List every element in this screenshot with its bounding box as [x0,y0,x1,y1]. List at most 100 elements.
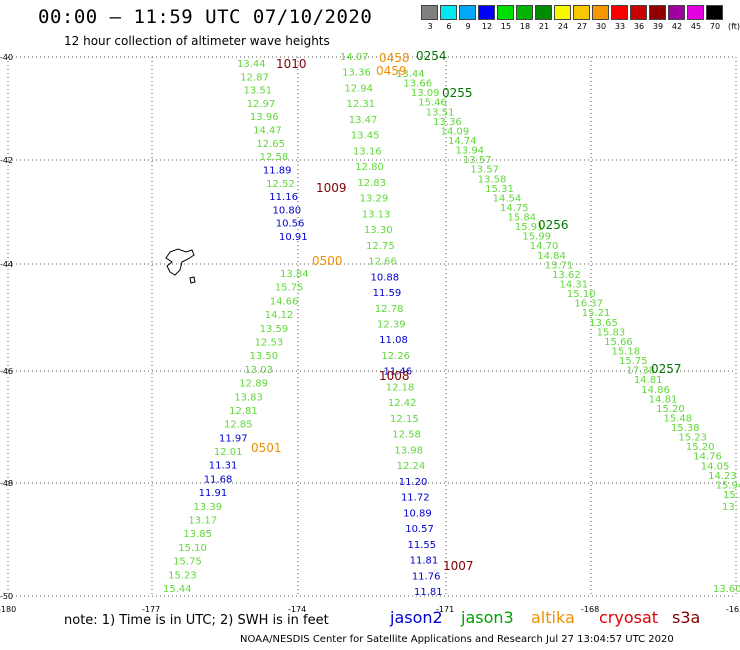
time-marker: 1010 [276,57,307,71]
altika-point: 12.58 [392,430,421,441]
time-marker: 0500 [312,254,343,268]
note-text: note: 1) Time is in UTC; 2) SWH is in fe… [64,613,329,628]
altika-point: 13.98 [394,445,423,456]
jason3-point: 15.21 [582,308,611,319]
altika-point: 11.20 [399,477,428,488]
scale-swatch [649,5,666,20]
cryosat-point: 13.96 [250,112,279,123]
lon-label: -180 [0,605,16,614]
jason3-point: 13.65 [589,318,618,329]
jason3-point: 14.86 [641,385,670,396]
time-marker: 0255 [442,86,473,100]
jason3-point: 15.91 [515,222,544,233]
altika-point: 13.30 [364,225,393,236]
jason3-point: 15.44 [163,584,192,595]
jason3-point: 14.74 [448,136,477,147]
altika-point: 12.31 [347,99,376,110]
jason3-point: 15.99 [522,232,551,243]
jason3-point: 12.01 [214,447,243,458]
lat-label: -40 [0,53,13,62]
scale-swatch [516,5,533,20]
altika-point: 11.72 [401,493,430,504]
jason3-point: 15.23 [168,570,197,581]
cryosat-point: 11.16 [269,192,298,203]
jason3-point: 13.03 [244,365,273,376]
time-marker: 0501 [251,441,282,455]
jason3-point: 15.66 [604,337,633,348]
altika-point: 10.57 [405,524,434,535]
altika-point: 13.16 [353,146,382,157]
scale-label: 70 [709,22,721,31]
altika-point: 12.42 [388,398,417,409]
altika-point: 12.24 [397,461,426,472]
legend-altika: altika [531,608,575,627]
jason3-point: 14.81 [634,375,663,386]
jason3-point: 13.17 [188,516,217,527]
jason3-point: 15.37 [723,490,740,501]
altika-point: 14.07 [340,52,369,63]
cryosat-point: 12.58 [260,152,289,163]
altika-point: 11.76 [412,571,441,582]
jason3-point: 14.75 [500,203,529,214]
cryosat-point: 10.56 [276,219,305,230]
page-title: 00:00 – 11:59 UTC 07/10/2020 [38,6,373,28]
scale-swatch [592,5,609,20]
jason3-point: 13.51 [426,107,455,118]
altika-point: 11.08 [379,335,408,346]
jason3-point: 15.46 [418,98,447,109]
scale-label: 45 [690,22,702,31]
legend-jason2: jason2 [390,608,443,627]
jason3-point: 15.48 [664,413,693,424]
jason3-point: 14.23 [708,471,737,482]
scale-swatch [459,5,476,20]
jason3-point: 13.50 [249,351,278,362]
altika-point: 11.59 [373,288,402,299]
jason3-point: 15.23 [678,433,707,444]
altika-point: 12.83 [357,178,386,189]
cryosat-point: 12.97 [247,99,276,110]
jason3-point: 11.91 [199,488,228,499]
altika-point: 12.78 [375,304,404,315]
lat-lon-grid: -40 -42 -44 -46 -48 -50 -180 -177 -174 -171 -168 -1… [0,53,740,614]
altika-point: 13.29 [360,194,389,205]
altika-point: 13.13 [362,209,391,220]
jason3-point: 13.85 [183,529,212,540]
lat-label: -42 [0,156,13,165]
altika-point: 12.75 [366,241,395,252]
scale-unit: (ft) [727,22,740,31]
scale-swatch [497,5,514,20]
lon-label: -177 [142,605,160,614]
legend-cryosat: cryosat [599,608,659,627]
jason3-point: 13.09 [411,88,440,99]
jason3-point: 13.59 [260,324,289,335]
scale-label: 42 [671,22,683,31]
scale-swatch [421,5,438,20]
altika-point: 12.94 [344,83,373,94]
scale-label: 24 [557,22,569,31]
jason3-point: 14.05 [701,461,730,472]
jason3-point: 15.75 [275,283,304,294]
jason3-point: 12.89 [239,379,268,390]
cryosat-point: 12.52 [266,179,295,190]
altika-point: 10.89 [403,508,432,519]
scale-swatch [668,5,685,20]
scale-label: 12 [481,22,493,31]
altika-point: 11.81 [414,587,443,598]
scale-swatch [478,5,495,20]
jason3-point: 13.84 [280,269,309,280]
time-marker: 1007 [443,559,474,573]
scale-label: 3 [427,22,433,31]
cryosat-point: 13.51 [243,86,272,97]
scale-swatch [630,5,647,20]
scale-label: 15 [500,22,512,31]
altika-point: 11.46 [384,367,413,378]
scale-label: 9 [465,22,471,31]
scale-swatch [706,5,723,20]
altika-point: 12.26 [381,351,410,362]
lon-label: -168 [581,605,599,614]
cryosat-point: 12.87 [240,72,269,83]
island-outline [165,248,196,284]
jason3-point: 16.37 [574,299,603,310]
lat-label: -48 [0,479,13,488]
